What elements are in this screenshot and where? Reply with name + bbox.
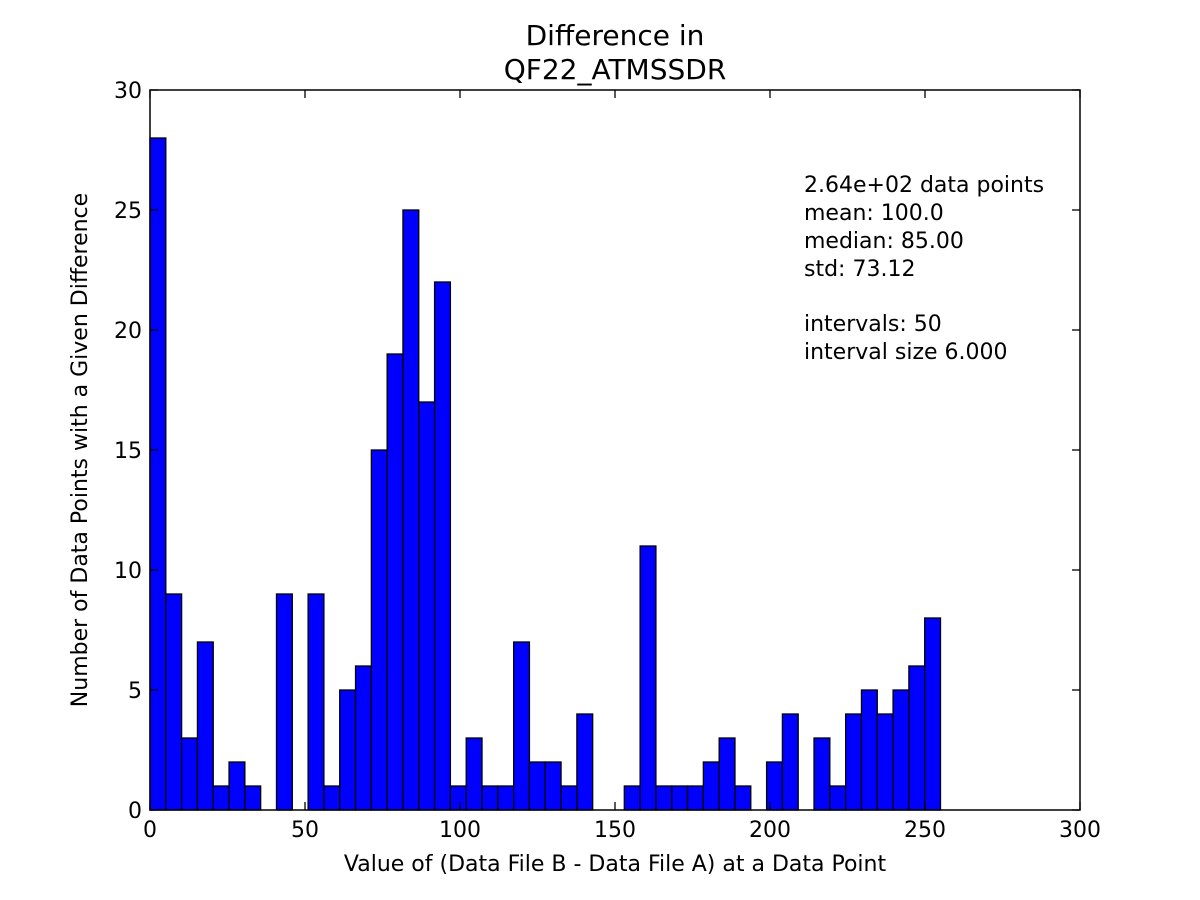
histogram-bar: [702, 761, 720, 811]
histogram-bar: [354, 665, 372, 811]
histogram-bar: [370, 449, 388, 811]
histogram-bar: [165, 593, 183, 811]
histogram-bar: [196, 641, 214, 811]
x-tick-label: 300: [1059, 818, 1101, 843]
y-tick-label: 0: [128, 799, 142, 824]
x-tick-label: 250: [904, 818, 946, 843]
stats-annotation: 2.64e+02 data points mean: 100.0 median:…: [804, 173, 1044, 365]
histogram-bar: [860, 689, 878, 811]
stats-std: std: 73.12: [804, 257, 915, 282]
histogram-bar: [623, 785, 641, 811]
chart-title-line2: QF22_ATMSSDR: [504, 53, 727, 86]
histogram-bar: [481, 785, 499, 811]
histogram-bar: [544, 761, 562, 811]
histogram-bar: [829, 785, 847, 811]
histogram-bar: [765, 761, 784, 811]
x-tick-label: 200: [749, 818, 791, 843]
axis-ticks: 0 50 100 150 200 250 300 0 5 10 15 20 25 30: [114, 79, 1101, 843]
histogram-bar: [781, 713, 799, 811]
stats-interval-size: interval size 6.000: [804, 340, 1008, 365]
x-axis-label: Value of (Data File B - Data File A) at …: [344, 852, 887, 877]
stats-intervals: intervals: 50: [804, 312, 942, 337]
histogram-bar: [512, 641, 531, 811]
histogram-bar: [576, 713, 594, 811]
x-tick-label: 100: [439, 818, 481, 843]
histogram-bar: [639, 545, 657, 811]
histogram-bar: [449, 785, 467, 811]
histogram-bar: [339, 689, 357, 811]
stats-mean: mean: 100.0: [804, 201, 944, 226]
histogram-bar: [655, 785, 673, 811]
x-tick-label: 50: [291, 818, 319, 843]
x-tick-label: 0: [143, 818, 157, 843]
histogram-bar: [465, 737, 483, 811]
histogram-bar: [402, 209, 420, 811]
y-tick-label: 15: [114, 439, 142, 464]
histogram-bar: [813, 737, 831, 811]
histogram-bar: [323, 785, 341, 811]
stats-median: median: 85.00: [804, 229, 964, 254]
histogram-bar: [844, 713, 863, 811]
histogram-bar: [433, 281, 452, 811]
stats-data-points: 2.64e+02 data points: [804, 173, 1044, 198]
histogram-bar: [908, 665, 926, 811]
y-axis-label: Number of Data Points with a Given Diffe…: [68, 193, 93, 707]
histogram-bar: [307, 593, 325, 811]
histogram-bar: [180, 737, 199, 811]
y-tick-label: 30: [114, 79, 142, 104]
histogram-bar: [671, 785, 689, 811]
histogram-bar: [386, 353, 404, 811]
histogram-bar: [560, 785, 578, 811]
histogram-bar: [734, 785, 752, 811]
histogram-bar: [497, 785, 515, 811]
histogram-bar: [275, 593, 293, 811]
histogram-bar: [528, 761, 546, 811]
chart-title-line1: Difference in: [526, 19, 705, 52]
histogram-bar: [244, 785, 262, 811]
x-tick-label: 150: [594, 818, 636, 843]
histogram-bar: [686, 785, 704, 811]
histogram-bar: [876, 713, 894, 811]
histogram-bar: [149, 137, 167, 811]
y-tick-label: 20: [114, 319, 142, 344]
y-tick-label: 25: [114, 199, 142, 224]
histogram-bar: [228, 761, 246, 811]
y-tick-label: 10: [114, 559, 142, 584]
histogram-bar: [892, 689, 910, 811]
histogram-bar: [924, 617, 942, 811]
histogram-bar: [718, 737, 736, 811]
histogram-bar: [212, 785, 230, 811]
y-tick-label: 5: [128, 679, 142, 704]
histogram-bar: [418, 401, 436, 811]
